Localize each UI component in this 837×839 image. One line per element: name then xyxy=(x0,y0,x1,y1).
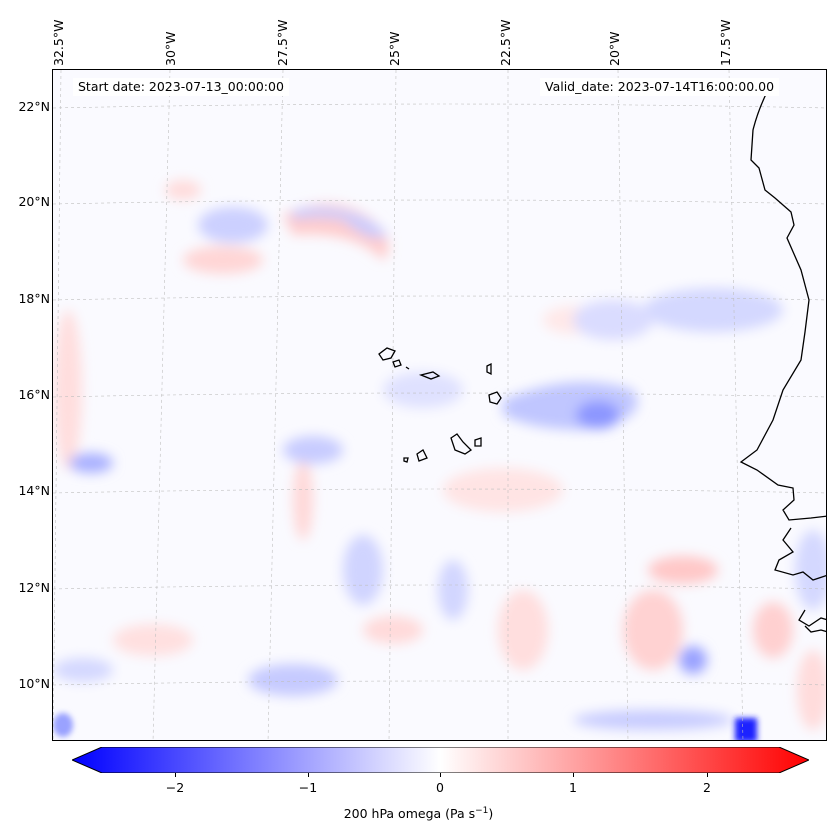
gridline-25w xyxy=(388,70,397,740)
lon-label-20w: 20°W xyxy=(607,31,622,66)
colorbar-tick-1: 1 xyxy=(569,780,577,795)
omega-negative-region xyxy=(795,530,826,610)
omega-positive-region xyxy=(443,468,563,512)
omega-positive-region xyxy=(753,602,793,658)
gridline-32-5w xyxy=(53,70,62,740)
omega-positive-region xyxy=(165,180,201,200)
colorbar-tick-0: 0 xyxy=(436,780,444,795)
omega-negative-region xyxy=(679,646,707,674)
coastline-guinea-islands-2 xyxy=(804,625,826,633)
omega-negative-region xyxy=(293,207,388,238)
omega-negative-region xyxy=(198,207,268,243)
lat-label-14n: 14°N xyxy=(18,483,50,498)
island-brava xyxy=(403,457,409,463)
lon-label-25w: 25°W xyxy=(387,31,402,66)
colorbar-tickmark-1 xyxy=(573,773,574,777)
island-santiago xyxy=(450,433,473,455)
coastline-guinea-bissau xyxy=(774,527,826,581)
coastlines xyxy=(739,89,826,633)
omega-negative-region xyxy=(438,560,468,620)
omega-positive-region xyxy=(183,246,263,274)
omega-negative-region xyxy=(573,300,653,340)
omega-positive-region xyxy=(498,590,548,670)
omega-positive-region xyxy=(623,590,683,670)
omega-strong-ascent-cell xyxy=(735,718,757,740)
colorbar-tickmark-2 xyxy=(707,773,708,777)
island-sal xyxy=(486,362,492,376)
lon-label-17-5w: 17.5°W xyxy=(718,19,733,66)
island-boa-vista xyxy=(488,391,502,405)
colorbar-tickmark-neg1 xyxy=(308,773,309,777)
omega-negative-region xyxy=(53,658,113,682)
coastline-africa xyxy=(739,89,826,521)
lon-label-30w: 30°W xyxy=(163,31,178,66)
lat-label-10n: 10°N xyxy=(18,676,50,691)
gridline-30w xyxy=(152,70,171,740)
omega-negative-region xyxy=(383,372,463,408)
omega-strong-ascent-cell xyxy=(53,713,73,737)
lat-label-18n: 18°N xyxy=(18,291,50,306)
colorbar-tickmark-0 xyxy=(440,773,441,777)
lat-label-20n: 20°N xyxy=(18,194,50,209)
island-santa-luzia xyxy=(405,366,410,370)
omega-negative-region xyxy=(643,288,783,332)
gridline-20w xyxy=(617,70,629,740)
colorbar-tickmark-neg2 xyxy=(175,773,176,777)
colorbar xyxy=(72,747,809,773)
omega-positive-region xyxy=(797,650,826,730)
colorbar-label: 200 hPa omega (Pa s−1) xyxy=(343,806,494,822)
island-fogo xyxy=(416,449,428,462)
cape-verde-islands xyxy=(378,347,502,463)
valid-date-label: Valid_date: 2023-07-14T16:00:00.00 xyxy=(540,78,780,96)
omega-negative-region xyxy=(576,401,620,429)
start-date-label: Start date: 2023-07-13_00:00:00 xyxy=(73,78,289,96)
lat-label-22n: 22°N xyxy=(18,99,50,114)
omega-negative-region xyxy=(248,664,338,696)
island-santo-antao xyxy=(378,347,396,361)
omega-negative-region xyxy=(283,436,343,464)
omega-core-cells xyxy=(53,713,757,740)
gridline-17-5w xyxy=(728,70,744,740)
omega-map-panel xyxy=(52,69,827,741)
lon-label-32-5w: 32.5°W xyxy=(51,19,66,66)
coastline-guinea-islands xyxy=(798,609,826,627)
island-sao-vicente xyxy=(392,359,402,368)
omega-negative-region xyxy=(343,535,383,605)
lon-label-22-5w: 22.5°W xyxy=(498,19,513,66)
omega-negative-region xyxy=(69,453,113,473)
lat-label-12n: 12°N xyxy=(18,580,50,595)
omega-blobs xyxy=(53,180,826,730)
colorbar-gradient xyxy=(72,747,809,773)
colorbar-tick-2: 2 xyxy=(703,780,711,795)
omega-field-svg xyxy=(53,70,826,740)
omega-positive-region xyxy=(363,616,423,644)
omega-positive-region xyxy=(54,310,82,470)
colorbar-tick-neg1: −1 xyxy=(298,780,318,795)
omega-positive-region xyxy=(293,460,313,540)
island-sao-nicolau xyxy=(418,371,441,380)
colorbar-tick-neg2: −2 xyxy=(165,780,185,795)
lon-label-27-5w: 27.5°W xyxy=(275,19,290,66)
omega-positive-region xyxy=(113,624,193,656)
omega-negative-region xyxy=(573,710,733,730)
lat-label-16n: 16°N xyxy=(18,387,50,402)
island-maio xyxy=(474,437,482,447)
gridline-27-5w xyxy=(267,70,284,740)
gridlines xyxy=(53,70,826,740)
omega-positive-region xyxy=(648,556,718,584)
